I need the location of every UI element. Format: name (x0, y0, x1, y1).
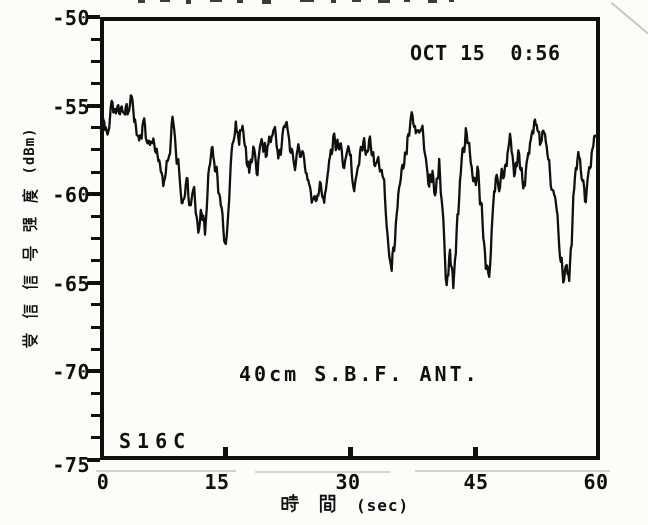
y-tick-label: -50 (52, 6, 90, 30)
y-minor-tick (91, 325, 100, 329)
y-tick-label: -65 (52, 271, 90, 296)
y-tick-label: -70 (52, 360, 90, 385)
y-major-tick (87, 192, 100, 197)
y-axis-unit: (dBm) (22, 127, 38, 175)
plot-frame (100, 17, 600, 460)
y-major-tick (87, 15, 100, 19)
y-tick-label: -60 (52, 183, 90, 208)
x-tick-label: 15 (204, 470, 230, 494)
y-tick-label: -55 (52, 94, 90, 119)
y-minor-tick (91, 259, 100, 263)
y-minor-tick (91, 414, 100, 418)
x-major-tick (472, 447, 478, 456)
clipped-caption-mark (237, 0, 243, 3)
y-minor-tick (91, 126, 100, 130)
kanji-glyph-強 (22, 217, 38, 232)
y-minor-tick (91, 303, 100, 307)
antenna-annotation: 40cm S.B.F. ANT. (239, 362, 480, 386)
x-major-tick (347, 447, 353, 456)
y-minor-tick (91, 436, 100, 440)
station-annotation: S16C (119, 429, 192, 453)
x-tick-label: 60 (583, 470, 609, 494)
signal-trace-path (101, 94, 599, 290)
clipped-caption-mark (138, 0, 145, 3)
scan-line-artifact (96, 470, 236, 472)
x-tick-label: 30 (335, 470, 361, 494)
x-major-tick (222, 447, 228, 456)
clipped-caption-mark (352, 0, 361, 2)
y-tick-label: -75 (52, 453, 90, 477)
clipped-caption-mark (160, 0, 170, 2)
kanji-glyph-間 (319, 494, 336, 513)
y-minor-tick (91, 170, 100, 174)
kanji-glyph-号 (22, 246, 38, 261)
x-tick-label: 0 (96, 470, 110, 494)
clipped-caption-mark (186, 0, 191, 4)
clipped-caption-mark (404, 0, 410, 2)
y-minor-tick (91, 59, 100, 63)
y-minor-tick (91, 214, 100, 218)
y-major-tick (87, 369, 100, 374)
y-minor-tick (91, 237, 100, 240)
y-minor-tick (91, 347, 100, 351)
kanji-glyph-度 (22, 189, 38, 203)
kanji-glyph-受 (22, 333, 38, 348)
clipped-caption-mark (378, 0, 390, 3)
y-minor-tick (91, 148, 100, 152)
clipped-caption-mark (300, 0, 314, 2)
y-major-tick (87, 103, 100, 108)
clipped-caption-mark (331, 0, 336, 3)
scan-line-artifact (255, 471, 390, 473)
y-major-tick (87, 280, 100, 285)
x-axis-unit: (sec) (356, 496, 410, 515)
x-axis-title: (sec) (280, 494, 409, 515)
kanji-glyph-信 (22, 304, 38, 319)
scan-line-artifact (415, 470, 610, 472)
y-minor-tick (91, 81, 100, 85)
kanji-glyph-時 (281, 494, 299, 513)
timestamp-annotation: OCT 15 0:56 (410, 41, 561, 65)
kanji-glyph-信 (22, 275, 38, 290)
clipped-caption-mark (449, 0, 454, 2)
y-minor-tick (91, 392, 100, 396)
x-tick-label: 45 (463, 470, 489, 494)
clipped-caption-mark (262, 0, 271, 4)
clipped-caption-mark (210, 0, 222, 2)
clipped-caption-mark (428, 0, 437, 3)
y-axis-title: (dBm) (22, 127, 38, 348)
y-major-tick (87, 458, 100, 462)
y-minor-tick (91, 37, 100, 41)
